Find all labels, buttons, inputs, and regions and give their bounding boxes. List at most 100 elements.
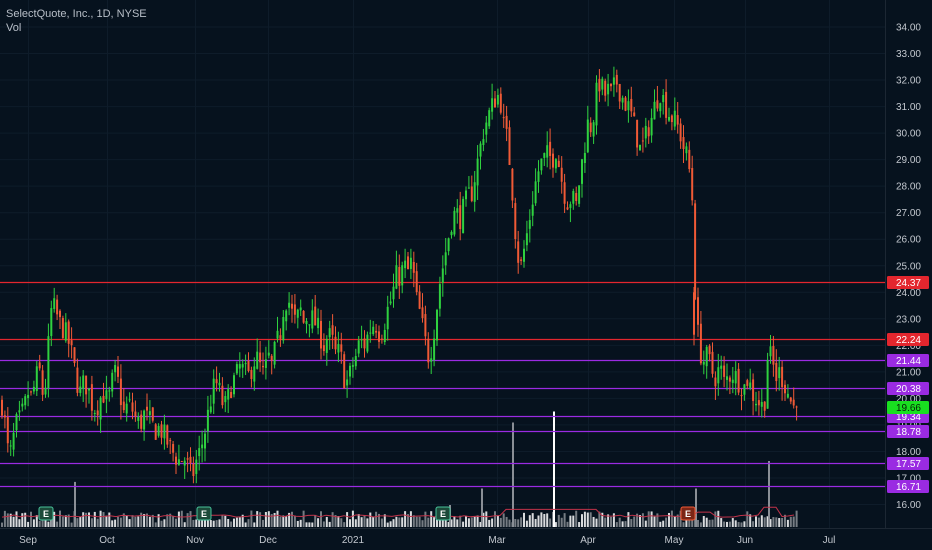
candle-body: [288, 302, 291, 308]
earnings-marker[interactable]: [196, 506, 212, 521]
volume-bar: [218, 519, 221, 527]
candle-body: [693, 292, 695, 335]
earnings-marker-label: E: [43, 509, 49, 519]
candle-body: [653, 101, 656, 120]
candle-body: [389, 301, 392, 304]
volume-bar: [90, 518, 93, 527]
candle-body: [496, 94, 499, 105]
volume-bar: [612, 513, 615, 527]
candle-body: [21, 403, 24, 407]
volume-bar: [334, 515, 337, 527]
volume-bar: [514, 519, 517, 527]
volume-bar: [517, 519, 520, 527]
x-tick-label: 2021: [342, 535, 365, 546]
candle-body: [740, 395, 743, 397]
candle-body: [755, 403, 757, 406]
volume-bar: [479, 521, 482, 527]
candle-body: [308, 324, 311, 326]
candle-body: [241, 364, 244, 368]
candle-body: [746, 380, 749, 386]
candle-body: [470, 186, 473, 201]
candle-body: [82, 375, 85, 389]
candle-body: [578, 185, 581, 204]
volume-bar: [183, 522, 186, 527]
volume-bar: [111, 520, 114, 527]
candle-body: [581, 159, 583, 184]
volume-bar: [15, 511, 18, 527]
volume-bar: [88, 512, 90, 527]
volume-bar: [676, 514, 679, 527]
candle-body: [299, 307, 302, 311]
volume-bar: [134, 516, 137, 527]
candle-body: [233, 375, 235, 395]
volume-bar: [404, 511, 407, 527]
candle-body: [583, 152, 586, 163]
last-price-tag: [887, 401, 929, 414]
candle-body: [508, 127, 511, 166]
volume-bar: [119, 517, 122, 527]
candle-body: [128, 399, 131, 401]
candle-body: [53, 298, 56, 309]
volume-bar: [737, 522, 740, 527]
candle-body: [456, 208, 459, 213]
candle-body: [380, 338, 383, 340]
volume-bar: [668, 512, 670, 527]
volume-bar: [137, 516, 140, 527]
candle-body: [560, 167, 563, 182]
volume-bar: [621, 521, 624, 527]
volume-bar: [282, 515, 285, 527]
candle-body: [122, 401, 125, 411]
volume-bar: [177, 511, 180, 527]
volume-bar: [253, 522, 256, 527]
candle-body: [175, 456, 177, 465]
volume-bar: [610, 516, 612, 527]
candle-body: [357, 340, 360, 354]
candle-body: [505, 115, 508, 129]
candle-body: [351, 365, 354, 367]
volume-bar: [276, 510, 279, 527]
volume-bar: [288, 512, 291, 527]
candle-body: [789, 397, 792, 402]
earnings-marker[interactable]: [38, 506, 54, 521]
volume-bar: [114, 519, 117, 527]
candle-body: [163, 424, 166, 439]
volume-bar: [398, 517, 401, 527]
candle-body: [726, 376, 728, 380]
volume-bar: [534, 518, 537, 527]
volume-bar: [238, 517, 241, 527]
volume-bar: [305, 522, 308, 527]
candle-body: [575, 193, 578, 202]
volume-bar: [453, 516, 456, 527]
volume-bar: [430, 511, 433, 527]
candle-body: [656, 100, 659, 109]
volume-bar: [485, 511, 488, 527]
volume-bar: [441, 516, 444, 527]
volume-bar: [647, 511, 650, 527]
candle-body: [485, 122, 488, 135]
volume-bar: [752, 521, 755, 527]
candle-body: [256, 351, 259, 369]
candle-body: [102, 395, 105, 403]
earnings-marker[interactable]: [435, 506, 451, 521]
volume-bar: [331, 512, 334, 527]
price-axis[interactable]: 16.0017.0018.0019.0020.0021.0022.0023.00…: [896, 23, 921, 512]
candle-body: [1, 399, 3, 416]
candle-body: [525, 233, 528, 246]
price-candles: [1, 66, 798, 484]
y-tick-label: 22.00: [896, 341, 921, 352]
candle-body: [749, 382, 752, 388]
y-tick-label: 32.00: [896, 76, 921, 87]
earnings-marker[interactable]: [680, 506, 696, 521]
time-axis[interactable]: Sep Oct Nov Dec 2021 Mar Apr May Jun Jul: [19, 535, 835, 546]
level-tag-label: 18.78: [896, 427, 921, 438]
candle-body: [195, 459, 198, 474]
volume-bar: [575, 510, 578, 527]
volume-bar: [383, 514, 386, 527]
candle-body: [189, 456, 192, 463]
volume-bar: [720, 518, 723, 527]
volume-bar: [482, 512, 485, 527]
candle-body: [531, 204, 534, 216]
candle-body: [697, 297, 699, 325]
